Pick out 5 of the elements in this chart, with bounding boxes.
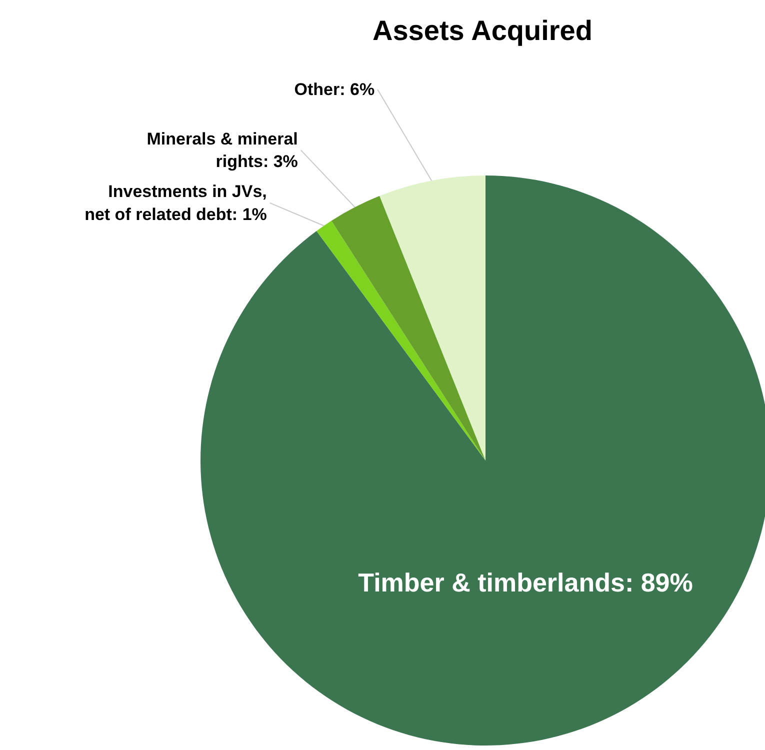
slice-label: Other: 6% <box>294 80 375 99</box>
chart-title: Assets Acquired <box>372 15 592 46</box>
slice-label: Investments in JVs, net of related debt: 1% <box>84 182 267 224</box>
slice-label: Timber & timberlands: 89% <box>358 567 693 598</box>
slice-label: Minerals & mineral rights: 3% <box>146 129 298 172</box>
